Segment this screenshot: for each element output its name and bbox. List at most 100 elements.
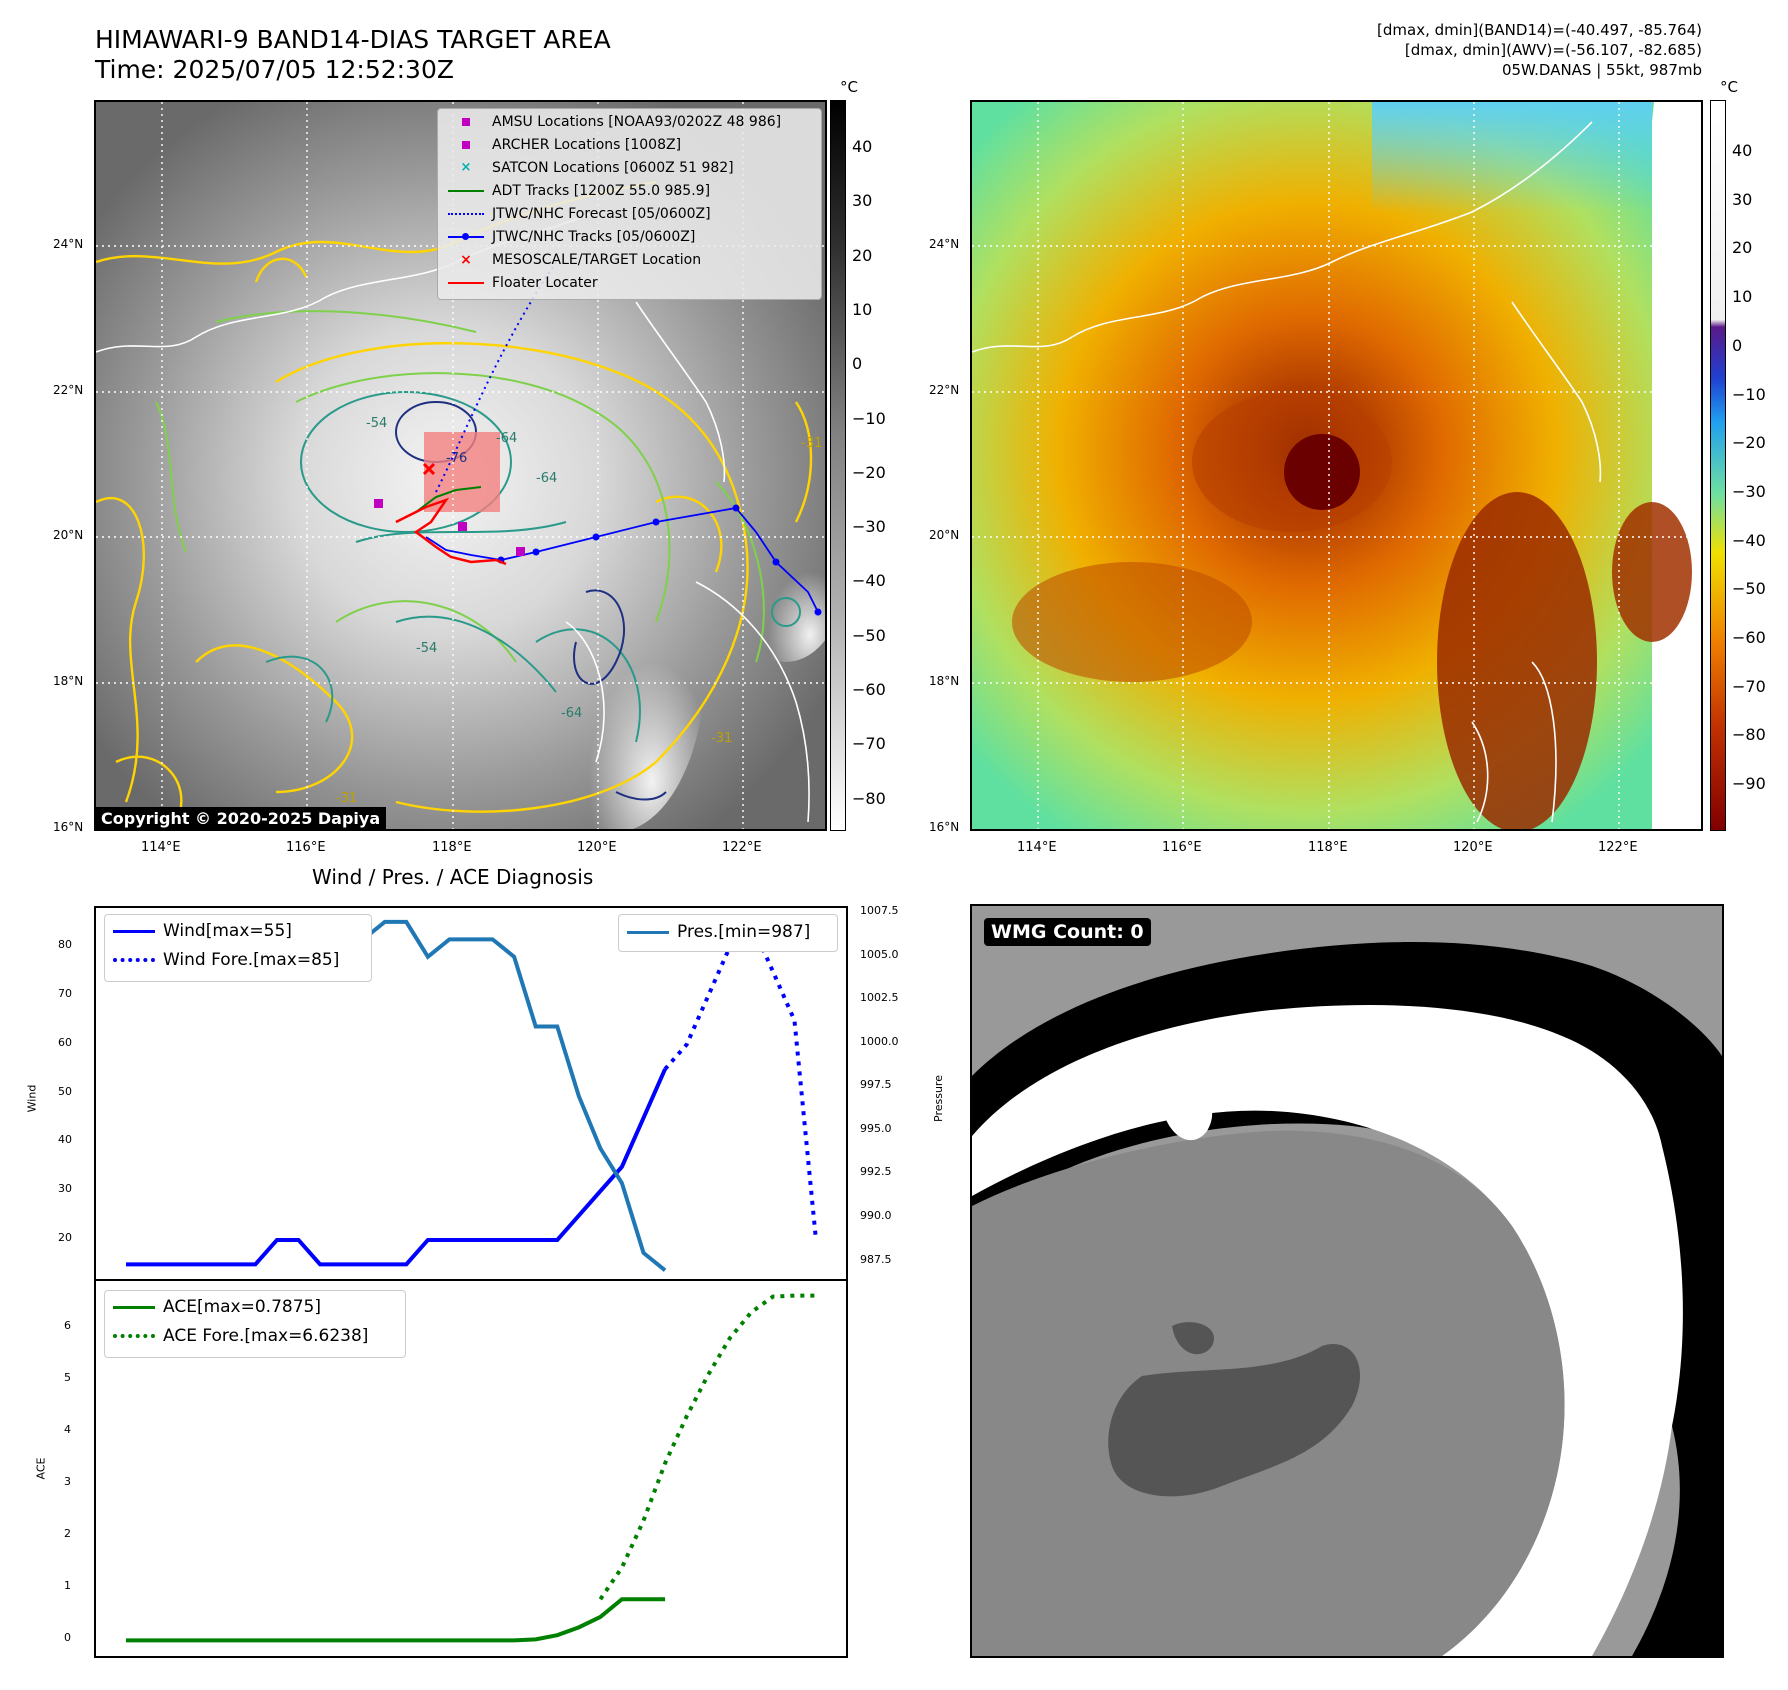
wind-tick-label: 30: [58, 1182, 72, 1196]
lat-label: 20°N: [929, 528, 960, 542]
line-dot-icon: [446, 228, 486, 246]
lon-label: 114°E: [1017, 840, 1057, 855]
contour-label: -31: [711, 731, 732, 746]
color-ir-map-svg: [972, 102, 1701, 829]
colorbar-tick-label: 40: [852, 137, 873, 156]
dotted-line-icon: [446, 205, 486, 223]
lon-label: 116°E: [1162, 840, 1202, 855]
storm-eye: [1284, 434, 1360, 510]
line-marker-icon: [446, 182, 486, 200]
contour-label: -64: [561, 706, 582, 721]
contour-label: -31: [336, 791, 357, 806]
lon-label: 122°E: [722, 840, 762, 855]
wind-tick-label: 50: [58, 1084, 72, 1098]
wind-tick-label: 80: [58, 938, 72, 952]
ace-tick-label: 1: [64, 1579, 71, 1593]
contour-label: -54: [366, 416, 387, 431]
contour-label: -64: [536, 471, 557, 486]
series-line-wind: [126, 1068, 667, 1267]
square-marker-icon: [446, 113, 486, 131]
pressure-legend: Pres.[min=987]: [618, 914, 838, 952]
colorbar-tick-label: −60: [1732, 628, 1766, 647]
legend-floater: Floater Locater: [446, 272, 598, 294]
lat-label: 22°N: [929, 383, 960, 397]
series-line-ace-fore-: [598, 1293, 816, 1601]
stats-storm: 05W.DANAS | 55kt, 987mb: [1501, 61, 1702, 79]
pressure-axis-label: Pressure: [931, 1075, 945, 1122]
lat-label: 18°N: [929, 674, 960, 688]
wind-legend: Wind[max=55] Wind Fore.[max=85]: [104, 914, 372, 982]
pressure-tick-label: 992.5: [860, 1165, 892, 1179]
legend-archer: ARCHER Locations [1008Z]: [446, 134, 681, 156]
colorbar-tick-label: 0: [1732, 335, 1743, 355]
series-line-ace: [126, 1597, 666, 1643]
wmg-svg: [972, 906, 1722, 1656]
lat-label: 16°N: [929, 820, 960, 834]
colorbar-tick-label: −80: [1732, 725, 1766, 745]
colorbar-tick-label: 0: [852, 354, 863, 374]
amsu-markers: [374, 499, 525, 556]
ace-panel: [94, 1279, 848, 1658]
colorbar-tick-label: −20: [1732, 433, 1766, 453]
colorbar-tick-label: −10: [1732, 384, 1766, 404]
legend-wind-fore: Wind Fore.[max=85]: [113, 950, 339, 970]
title-line-2: Time: 2025/07/05 12:52:30Z: [95, 55, 454, 84]
colorbar-tick-label: −50: [852, 625, 886, 645]
contour-label: -31: [801, 436, 822, 451]
colorbar-tick-label: −60: [852, 680, 886, 699]
diagnosis-title: Wind / Pres. / ACE Diagnosis: [312, 865, 594, 889]
x-marker-icon: ×: [460, 160, 472, 175]
lon-label: 118°E: [1308, 840, 1348, 855]
legend-ace: ACE[max=0.7875]: [113, 1297, 321, 1317]
pressure-tick-label: 990.0: [860, 1209, 892, 1223]
colorbar-tick-label: 20: [852, 245, 873, 265]
wind-tick-label: 70: [58, 986, 72, 1000]
pressure-tick-label: 987.5: [860, 1252, 892, 1266]
dotted-line-icon: [113, 958, 155, 962]
colorbar-tick-label: −50: [1732, 579, 1766, 599]
legend-jtwc-forecast: JTWC/NHC Forecast [05/0600Z]: [446, 203, 711, 225]
square-marker-icon: [446, 136, 486, 154]
color-ir-map-panel: [970, 100, 1703, 831]
series-line-wind-fore-: [663, 918, 818, 1241]
legend-satcon: × SATCON Locations [0600Z 51 982]: [446, 157, 734, 179]
colorbar-tick-label: −80: [852, 788, 886, 808]
floater-track: [395, 497, 507, 566]
lon-label: 120°E: [577, 840, 617, 855]
legend-wind: Wind[max=55]: [113, 921, 292, 941]
wind-tick-label: 60: [58, 1035, 72, 1049]
ace-tick-label: 0: [64, 1631, 71, 1645]
legend-target: × MESOSCALE/TARGET Location: [446, 249, 701, 271]
colorbar-tick-label: 10: [852, 299, 873, 319]
pressure-tick-label: 1007.5: [860, 904, 899, 918]
colorbar-tick-label: 30: [852, 191, 873, 211]
stats-band14: [dmax, dmin](BAND14)=(-40.497, -85.764): [1377, 21, 1702, 39]
jtwc-track: [425, 507, 819, 613]
colorbar-tick-label: −70: [1732, 676, 1766, 696]
wind-tick-label: 20: [58, 1230, 72, 1244]
contour-label: -64: [496, 431, 517, 446]
lon-label: 118°E: [432, 840, 472, 855]
colorbar-tick-label: −40: [852, 571, 886, 591]
ace-legend: ACE[max=0.7875] ACE Fore.[max=6.6238]: [104, 1290, 406, 1358]
wind-axis-label: Wind: [25, 1084, 39, 1113]
wind-tick-label: 40: [58, 1133, 72, 1147]
title-line-1: HIMAWARI-9 BAND14-DIAS TARGET AREA: [95, 25, 611, 54]
colorbar-tick-label: 40: [1732, 141, 1753, 160]
colorbar-tick-label: 10: [1732, 287, 1753, 307]
lat-label: 24°N: [53, 237, 84, 251]
ace-svg: [126, 1293, 816, 1643]
stats-awv: [dmax, dmin](AWV)=(-56.107, -82.685): [1404, 41, 1702, 59]
color-colorbar: [1710, 100, 1726, 831]
lat-label: 22°N: [53, 383, 84, 397]
copyright-badge: Copyright © 2020-2025 Dapiya: [95, 807, 387, 830]
colorbar-tick-label: 30: [1732, 189, 1753, 209]
wmg-panel: [970, 904, 1724, 1658]
solid-line-icon: [627, 930, 669, 934]
map-legend: AMSU Locations [NOAA93/0202Z 48 986] ARC…: [437, 108, 822, 300]
jtwc-track-points: [497, 504, 822, 616]
ace-tick-label: 5: [64, 1370, 71, 1384]
line-marker-icon: [446, 274, 486, 292]
solid-line-icon: [113, 929, 155, 933]
pressure-tick-label: 997.5: [860, 1078, 892, 1092]
